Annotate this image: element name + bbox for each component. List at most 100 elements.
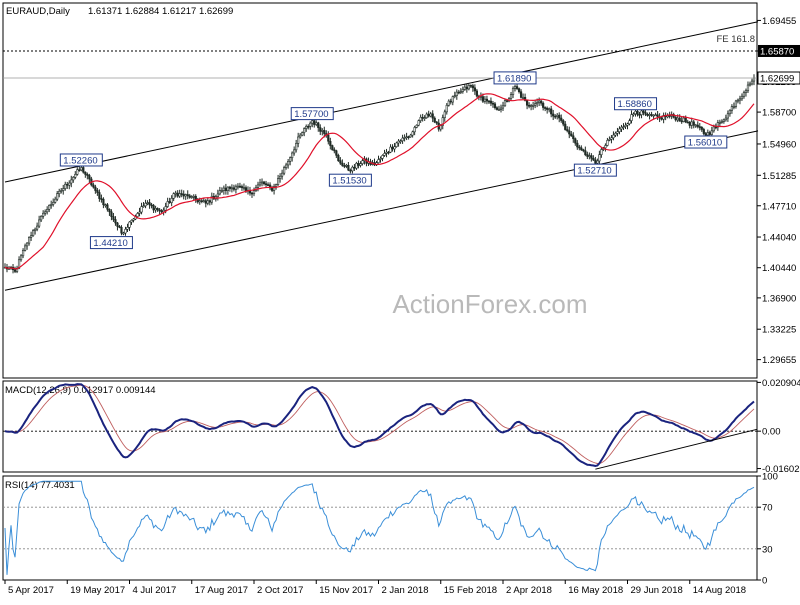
candle-body [746,84,750,92]
candle-body [572,135,575,140]
candle-body [650,114,653,116]
candle-body [732,106,736,108]
swing-label: 1.52710 [577,166,611,177]
watermark: ActionForex.com [392,289,587,319]
candle-body [21,250,25,257]
candle-body [176,192,179,197]
candle-body [166,201,169,207]
candle-body [301,132,304,136]
candle-body [108,208,111,213]
candle-body [391,146,394,150]
candle-body [283,167,286,174]
candle-body [453,95,456,97]
candle-body [538,100,541,103]
candle-body [276,178,280,185]
candle-body [357,163,360,166]
candle-body [56,193,59,200]
candle-body [712,126,715,132]
candle-body [192,195,195,198]
candle-body [686,121,689,124]
swing-label-box [573,163,617,177]
candle-body [36,225,39,230]
candle-body [395,142,398,147]
candle-body [70,179,73,184]
rsi-panel [2,475,758,581]
candle-body [596,160,599,164]
candle-body [112,216,115,220]
candle-body [311,120,314,124]
candle-body [465,86,468,90]
moving-average-line [4,93,755,270]
swing-label-box [328,173,372,187]
candle-body [423,117,426,120]
candle-body [266,184,270,186]
x-tick-label: 29 Jun 2018 [630,585,682,596]
candle-body [592,158,595,161]
candle-body [634,110,637,115]
x-tick-label: 19 May 2017 [70,585,125,596]
candle-body [295,143,298,151]
candle-body [429,113,432,117]
candle-body [614,132,617,136]
panel-border [2,380,758,473]
candle-body [80,167,83,171]
candle-body [44,211,47,214]
candle-body [48,204,51,210]
candle-body [515,86,519,89]
candle-body [590,155,593,159]
swing-label-box [290,107,334,121]
candle-body [714,126,717,129]
candle-body [612,134,615,139]
candle-body [550,108,553,115]
candle-body [64,183,67,189]
candle-body [491,102,495,105]
candle-body [96,190,99,193]
y-tick-label: 1.51285 [762,171,796,182]
candle-body [244,187,248,191]
candle-body [594,159,597,164]
candle-body [560,117,563,121]
candle-body [435,121,438,124]
candle-body [387,151,390,154]
candle-body [752,77,756,82]
candle-body [463,86,466,90]
candle-body [521,97,525,99]
candle-body [260,181,264,184]
candle-body [489,100,493,104]
candle-body [27,237,31,244]
candle-body [62,188,65,191]
candle-body [532,104,535,107]
candle-body [242,187,246,189]
candle-body [720,121,723,123]
candle-body [540,100,543,104]
candle-body [728,109,732,115]
macd-line [4,383,755,468]
candle-body [598,154,601,162]
candle-body [208,200,211,203]
candle-body [586,154,589,157]
candle-body [750,80,754,85]
y-tick-label: 1.44040 [762,233,796,244]
candle-body [198,200,201,203]
candle-body [116,222,119,227]
candle-body [52,201,55,205]
macd-signal-line [4,384,755,464]
candle-body [114,219,117,224]
candle-body [495,107,499,110]
candle-body [19,255,23,261]
candle-body [690,121,693,126]
candle-body [184,194,187,197]
candle-body [321,130,324,132]
candle-body [421,116,424,119]
candle-body [160,210,163,213]
candle-body [640,110,643,115]
candle-body [513,86,517,89]
candle-body [479,96,483,98]
candle-body [138,211,141,214]
fe-label: FE 161.8 [716,34,755,45]
candle-body [341,162,344,166]
candle-body [84,171,87,175]
candle-body [285,164,288,168]
candle-body [644,112,647,115]
candle-body [616,131,619,134]
